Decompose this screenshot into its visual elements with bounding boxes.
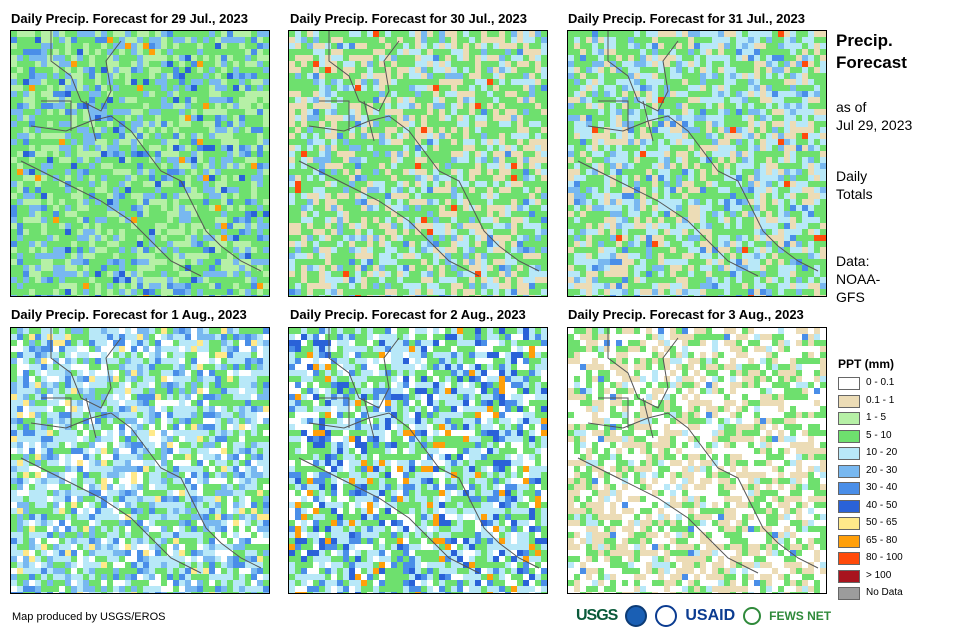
forecast-map-5 xyxy=(288,327,548,594)
panel-title-3: Daily Precip. Forecast for 31 Jul., 2023 xyxy=(568,11,806,26)
legend-label: 30 - 40 xyxy=(866,482,898,493)
legend-swatch xyxy=(838,569,860,583)
legend-label: 20 - 30 xyxy=(866,464,898,476)
fews-net-icon xyxy=(743,607,762,625)
legend-label: 5 - 10 xyxy=(866,429,892,441)
legend-swatch xyxy=(838,482,860,495)
legend-label: 80 - 100 xyxy=(866,552,903,563)
data-source-line2: NOAA- xyxy=(836,271,881,287)
legend-swatch xyxy=(838,447,860,460)
data-source-line3: GFS xyxy=(836,289,865,305)
precip-raster-5 xyxy=(289,328,547,593)
legend-label: 40 - 50 xyxy=(866,499,898,511)
forecast-map-2 xyxy=(288,30,548,297)
precip-raster-1 xyxy=(11,31,269,296)
panel-title-4: Daily Precip. Forecast for 1 Aug., 2023 xyxy=(11,307,247,322)
legend-label: 10 - 20 xyxy=(866,447,898,458)
side-title-line1: Precip. xyxy=(836,31,893,50)
country-borders xyxy=(577,328,819,574)
legend-swatch xyxy=(838,464,860,478)
forecast-map-3 xyxy=(567,30,827,297)
usaid-logo: USAID xyxy=(685,607,736,624)
daily-totals-line1: Daily xyxy=(836,168,868,184)
legend-label: 0.1 - 1 xyxy=(866,394,895,406)
usaid-seal-icon xyxy=(655,605,678,627)
as-of-label: as of xyxy=(836,99,867,115)
data-source: Data: NOAA- GFS xyxy=(836,252,880,306)
legend-swatch xyxy=(838,412,860,425)
legend-label: 65 - 80 xyxy=(866,534,898,546)
panel-title-2: Daily Precip. Forecast for 30 Jul., 2023 xyxy=(290,11,528,26)
legend-swatch xyxy=(838,587,860,600)
precip-raster-2 xyxy=(289,31,547,296)
country-borders xyxy=(20,31,262,277)
partner-logos: USGS USAID FEWS NET xyxy=(576,603,831,629)
legend-swatch xyxy=(838,552,860,565)
legend-label: > 100 xyxy=(866,569,892,581)
legend-label: No Data xyxy=(866,587,903,598)
precip-raster-4 xyxy=(11,328,269,593)
legend-swatch xyxy=(838,499,860,513)
noaa-logo-icon xyxy=(625,605,648,627)
side-title-line2: Forecast xyxy=(836,53,907,72)
legend-swatch xyxy=(838,429,860,443)
data-source-line1: Data: xyxy=(836,253,870,269)
legend-swatch xyxy=(838,377,860,390)
forecast-map-6 xyxy=(567,327,827,594)
panel-title-6: Daily Precip. Forecast for 3 Aug., 2023 xyxy=(568,307,804,322)
side-title: Precip. Forecast xyxy=(836,30,907,74)
daily-totals-line2: Totals xyxy=(836,186,873,202)
country-borders xyxy=(298,328,540,574)
legend-swatch xyxy=(838,394,860,408)
country-borders xyxy=(577,31,819,277)
daily-totals: Daily Totals xyxy=(836,167,873,203)
precip-raster-3 xyxy=(568,31,826,296)
precip-raster-6 xyxy=(568,328,826,593)
as-of-date: as of Jul 29, 2023 xyxy=(836,98,912,134)
as-of-value: Jul 29, 2023 xyxy=(836,117,913,133)
panel-title-1: Daily Precip. Forecast for 29 Jul., 2023 xyxy=(11,11,249,26)
legend-swatch xyxy=(838,534,860,548)
country-borders xyxy=(20,328,262,574)
forecast-map-1 xyxy=(10,30,270,297)
legend-swatch xyxy=(838,517,860,530)
legend-label: 1 - 5 xyxy=(866,412,887,423)
forecast-map-4 xyxy=(10,327,270,594)
legend-label: 50 - 65 xyxy=(866,517,898,528)
legend-label: 0 - 0.1 xyxy=(866,377,895,388)
legend-title: PPT (mm) xyxy=(838,357,895,371)
usgs-logo: USGS xyxy=(576,607,618,624)
panel-title-5: Daily Precip. Forecast for 2 Aug., 2023 xyxy=(290,307,526,322)
country-borders xyxy=(298,31,540,277)
map-credit: Map produced by USGS/EROS xyxy=(12,611,166,623)
fews-net-logo: FEWS NET xyxy=(769,609,832,623)
